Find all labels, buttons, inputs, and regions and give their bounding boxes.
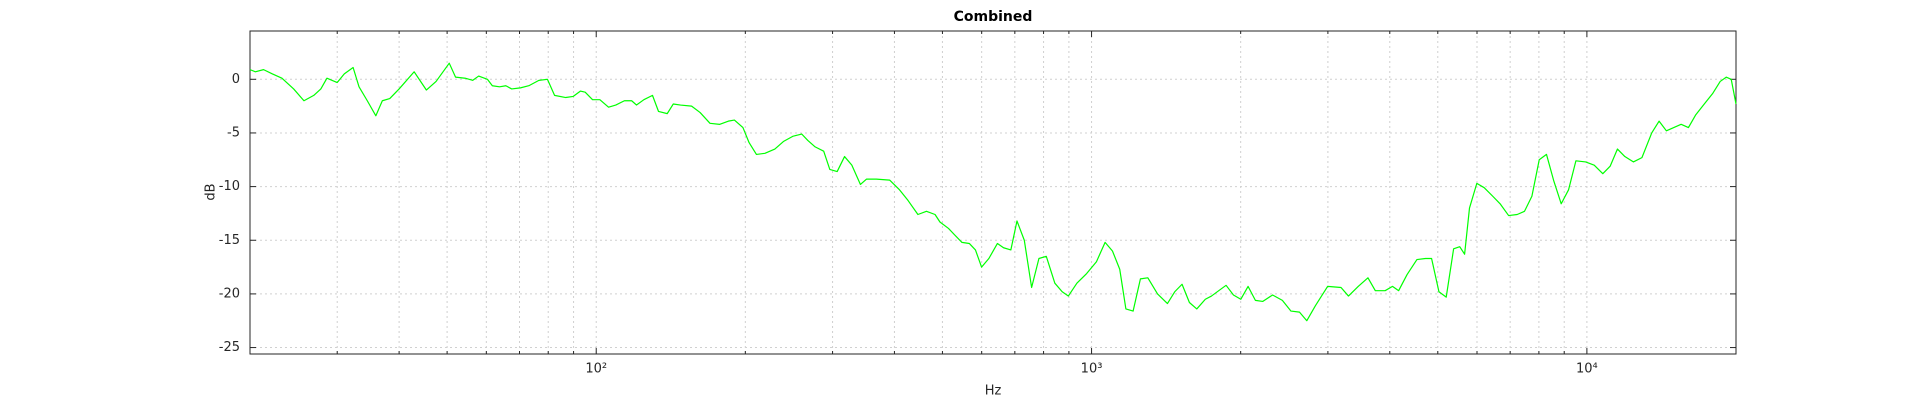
y-axis-label: dB [204, 183, 219, 200]
y-tick-label: -15 [219, 233, 240, 248]
x-tick-label: 10³ [1081, 362, 1103, 377]
chart-title: Combined [954, 9, 1033, 25]
y-tick-label: -20 [219, 286, 240, 301]
y-tick-label: -5 [227, 125, 240, 140]
x-axis-label: Hz [985, 384, 1002, 399]
axes-box [249, 30, 1737, 355]
y-tick-label: 0 [232, 72, 240, 87]
y-tick-label: -10 [219, 179, 240, 194]
data-line [249, 62, 1737, 322]
y-tick-label: -25 [219, 340, 240, 355]
x-tick-label: 10⁴ [1576, 362, 1598, 377]
x-tick-label: 10² [585, 362, 607, 377]
